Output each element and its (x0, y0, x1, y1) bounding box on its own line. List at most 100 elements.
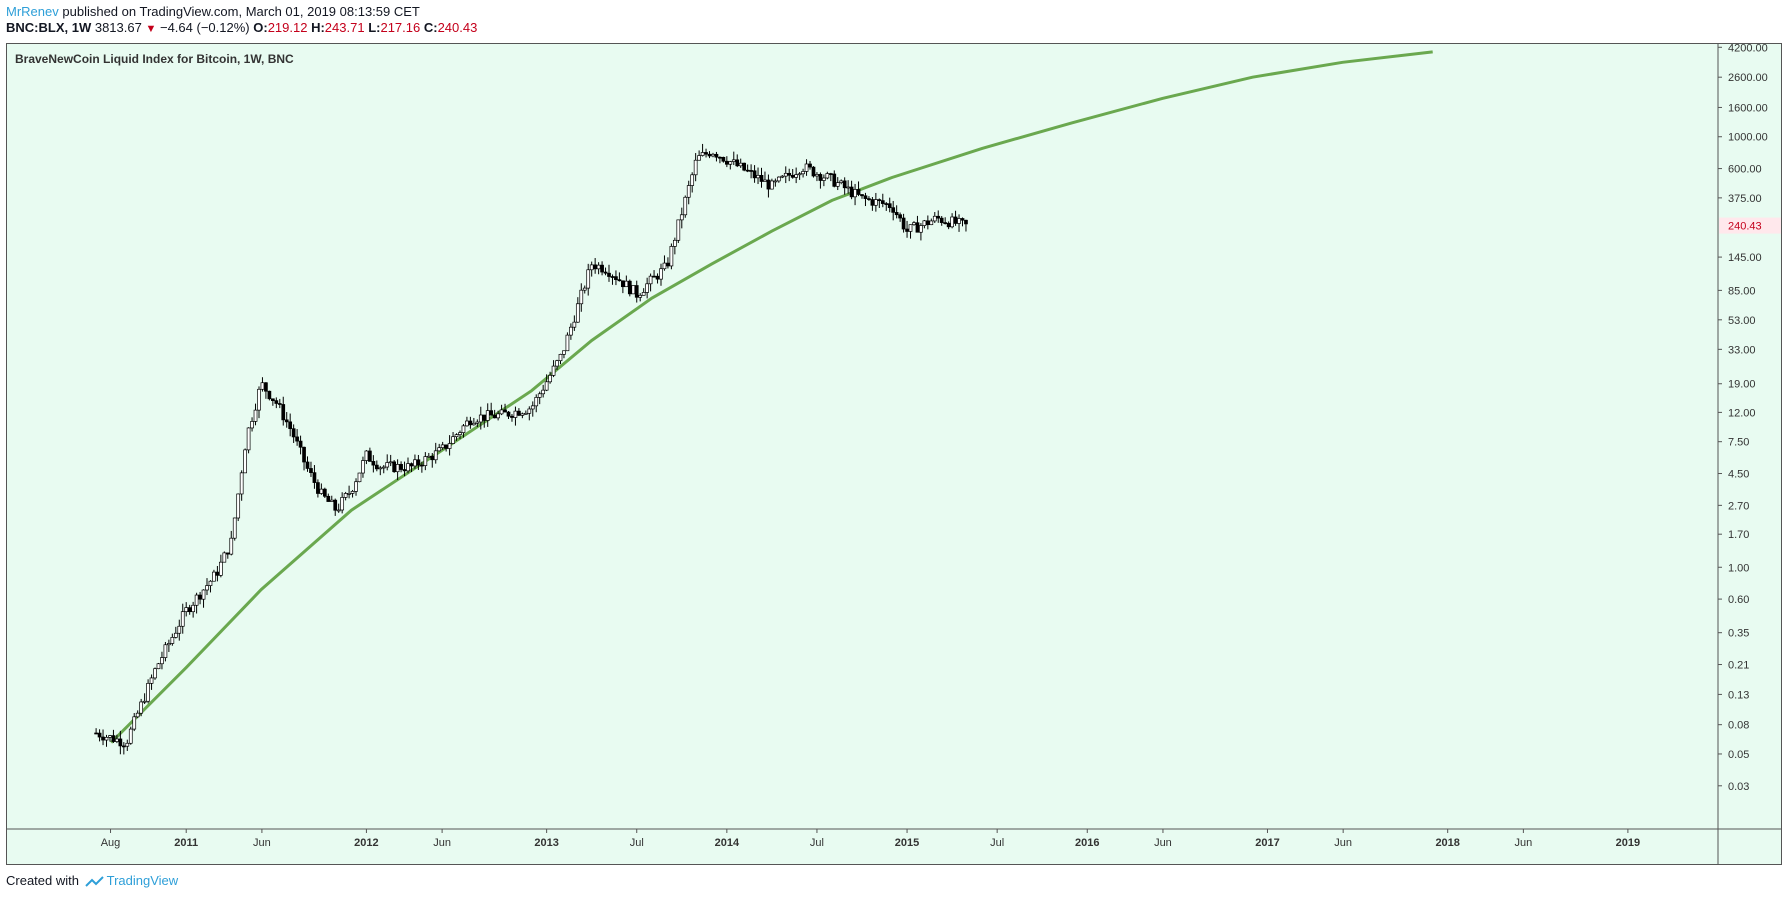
candle (111, 729, 116, 743)
candle-body (222, 552, 227, 563)
candle (756, 167, 760, 185)
candle-body (291, 428, 296, 438)
candle-body (808, 163, 812, 168)
candle (867, 196, 871, 201)
candle (482, 414, 487, 428)
candle (239, 470, 244, 501)
candle (880, 193, 885, 208)
candle (212, 569, 216, 582)
y-tick-label: 0.60 (1728, 594, 1749, 606)
candle-body (783, 172, 788, 177)
candle (163, 641, 168, 662)
candle-body (194, 594, 199, 606)
candle-body (603, 271, 608, 274)
candle (860, 194, 864, 199)
candle (399, 461, 403, 473)
candle (818, 172, 823, 189)
candle-body (676, 219, 681, 241)
candle (305, 456, 310, 472)
candle (849, 180, 854, 200)
candle-body (655, 275, 660, 280)
candle-body (773, 180, 778, 183)
tradingview-brand-link[interactable]: TradingView (106, 873, 179, 888)
y-tick-label: 12.00 (1728, 407, 1756, 419)
candle-body (215, 571, 220, 576)
price-chart[interactable]: 4200.00 2600.00 1600.00 1000.00 600.00 375.00… (6, 43, 1782, 865)
candle-body (426, 455, 431, 458)
footer: Created with TradingView (6, 873, 178, 888)
candle (943, 217, 948, 225)
candle (253, 403, 258, 426)
candle-body (662, 262, 667, 270)
candle-body (825, 173, 830, 179)
candle (361, 456, 365, 478)
candle (371, 455, 376, 473)
high-label: H: (311, 20, 325, 35)
candle (433, 442, 438, 464)
candle (489, 402, 494, 416)
candle-body (485, 410, 490, 421)
candle-body (433, 450, 438, 461)
candle-body (406, 463, 410, 472)
candle-body (423, 456, 428, 466)
candle (132, 712, 137, 732)
candle-body (565, 334, 570, 352)
candle-body (749, 170, 753, 172)
candle (219, 554, 223, 578)
candle (191, 601, 195, 618)
candle-body (673, 239, 677, 247)
candle (884, 202, 889, 211)
candle (839, 179, 844, 185)
x-tick-label: 2016 (1075, 837, 1099, 849)
candle (454, 433, 459, 441)
candle (222, 551, 227, 563)
candle-body (776, 176, 781, 182)
y-tick-label: 0.35 (1728, 628, 1749, 640)
candle (503, 403, 507, 413)
candle (558, 353, 563, 365)
candle (139, 698, 144, 717)
candle-body (832, 173, 837, 187)
candle-body (212, 571, 216, 582)
candle-body (742, 162, 747, 171)
candle-body (284, 419, 289, 423)
candle (534, 394, 539, 413)
candle-body (198, 594, 202, 600)
candle-body (686, 185, 691, 198)
candle (614, 270, 618, 286)
candle-body (801, 171, 805, 175)
candle (257, 386, 261, 419)
candle-body (121, 745, 126, 748)
candle (846, 180, 850, 194)
candle-body (610, 276, 615, 278)
candle-body (388, 461, 393, 464)
candle-body (97, 732, 102, 738)
candle (364, 450, 369, 465)
author-link[interactable]: MrRenev (6, 4, 59, 19)
x-tick-label: Jul (990, 837, 1004, 849)
candle (336, 503, 341, 513)
candle-body (901, 217, 906, 230)
candle-body (579, 289, 584, 305)
candle-body (523, 412, 528, 415)
candle (104, 734, 109, 747)
candle (676, 219, 681, 244)
candle (742, 162, 747, 172)
candle-body (839, 180, 844, 183)
candle (631, 285, 636, 295)
candle (863, 192, 868, 207)
candle (326, 493, 331, 502)
candle (877, 198, 882, 208)
candle (544, 374, 549, 392)
candle (922, 219, 927, 229)
candle (953, 210, 958, 226)
candle (447, 435, 452, 456)
y-tick-label: 7.50 (1728, 437, 1749, 449)
candle-body (797, 173, 802, 176)
candle-body (458, 432, 462, 435)
candle (198, 591, 202, 605)
candle-body (312, 472, 317, 483)
candle (898, 212, 902, 222)
candle (385, 454, 390, 471)
candle-body (894, 212, 899, 216)
